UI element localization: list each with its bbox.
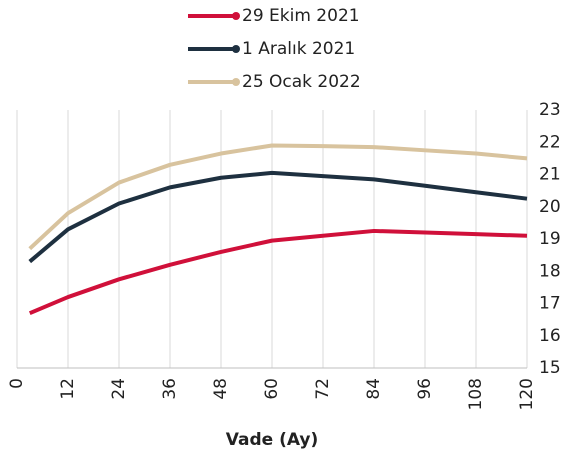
legend-swatch-dot xyxy=(232,12,240,20)
series-line xyxy=(28,228,528,316)
x-tick-label: 108 xyxy=(466,378,486,410)
y-tick-label: 20 xyxy=(539,197,561,217)
y-tick-label: 23 xyxy=(539,100,561,120)
x-axis-label: Vade (Ay) xyxy=(226,430,319,450)
x-tick-label: 24 xyxy=(109,378,129,400)
y-tick-label: 21 xyxy=(539,165,561,185)
x-tick-label: 72 xyxy=(313,378,333,400)
legend-swatch-dot xyxy=(232,45,240,53)
x-tick-label: 84 xyxy=(364,378,384,400)
x-tick-label: 120 xyxy=(517,378,537,410)
y-tick-label: 17 xyxy=(539,294,561,314)
y-tick-label: 18 xyxy=(539,261,561,281)
legend-label: 29 Ekim 2021 xyxy=(242,6,360,26)
legend-swatch-dot xyxy=(232,78,240,86)
x-tick-label: 12 xyxy=(58,378,78,400)
y-tick-label: 22 xyxy=(539,132,561,152)
y-tick-label: 16 xyxy=(539,326,561,346)
x-tick-label: 36 xyxy=(160,378,180,400)
series-line xyxy=(28,143,528,251)
y-tick-label: 19 xyxy=(539,229,561,249)
legend-label: 1 Aralık 2021 xyxy=(242,39,355,59)
series-line xyxy=(28,170,528,264)
legend-label: 25 Ocak 2022 xyxy=(242,72,361,92)
x-tick-label: 96 xyxy=(415,378,435,400)
x-tick-label: 48 xyxy=(211,378,231,400)
y-tick-label: 15 xyxy=(539,358,561,378)
x-tick-label: 0 xyxy=(7,378,27,389)
x-tick-label: 60 xyxy=(262,378,282,400)
